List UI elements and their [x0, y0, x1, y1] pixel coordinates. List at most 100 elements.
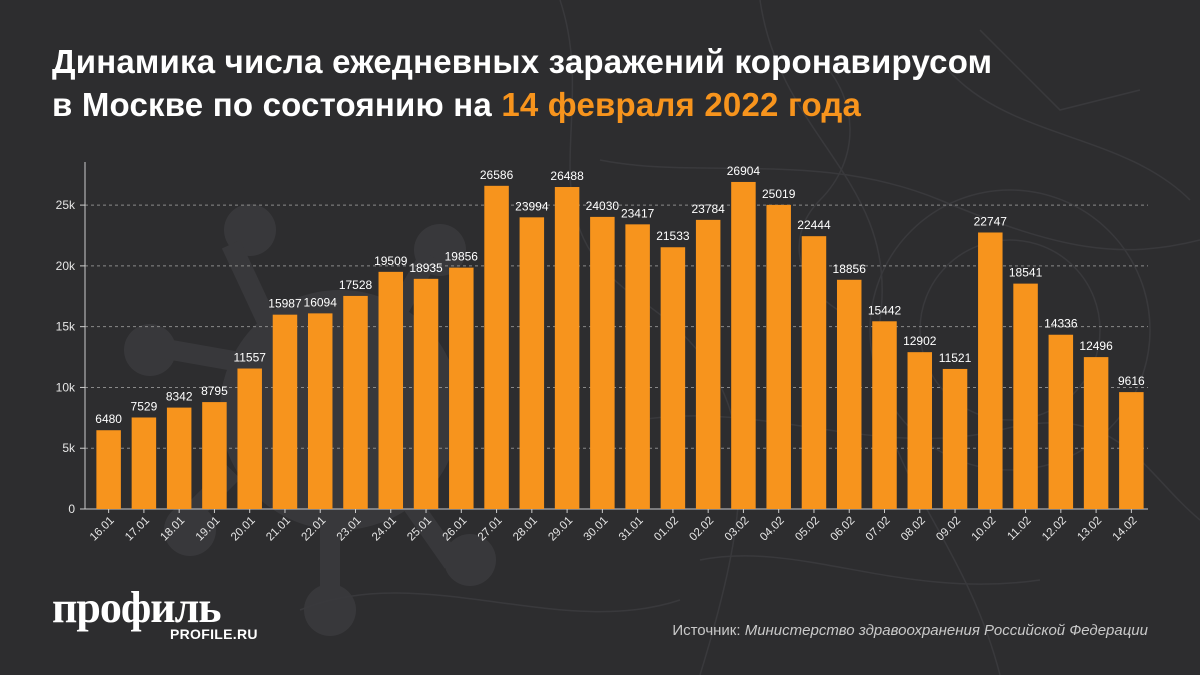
bar-value-label: 17528 — [339, 278, 373, 292]
bar — [1048, 334, 1074, 509]
bar — [96, 430, 121, 509]
bar — [872, 321, 897, 509]
bar — [836, 279, 862, 509]
bar — [625, 224, 650, 509]
y-tick-label: 10k — [56, 380, 76, 394]
bar-value-label: 12902 — [903, 334, 937, 348]
x-tick-label: 31.01 — [617, 515, 646, 544]
x-tick-label: 20.01 — [229, 515, 258, 544]
bar-value-label: 14336 — [1044, 317, 1078, 331]
y-tick-label: 20k — [56, 259, 76, 273]
bar-value-label: 8342 — [166, 390, 193, 404]
bar — [1013, 283, 1038, 509]
source-label: Источник: — [672, 622, 745, 639]
bar-value-label: 23784 — [691, 202, 725, 216]
title-line-1: Динамика числа ежедневных заражений коро… — [52, 43, 993, 80]
title-line-2-prefix: в Москве по состоянию на — [52, 86, 502, 123]
source-text: Министерство здравоохранения Российской … — [744, 622, 1148, 639]
bar-value-label: 18856 — [833, 262, 867, 276]
bar-value-label: 19856 — [445, 250, 479, 264]
bar — [484, 185, 509, 509]
x-tick-label: 27.01 — [476, 515, 505, 544]
bar-value-label: 9616 — [1118, 374, 1145, 388]
bar-value-label: 18935 — [409, 261, 443, 275]
x-tick-label: 14.02 — [1111, 515, 1140, 544]
bar-value-label: 25019 — [762, 187, 796, 201]
bar-value-label: 26904 — [727, 164, 761, 178]
bar — [131, 417, 157, 509]
x-tick-label: 02.02 — [687, 515, 716, 544]
title-date-accent: 14 февраля 2022 года — [501, 86, 862, 123]
bar-value-label: 19509 — [374, 254, 408, 268]
y-tick-label: 0 — [68, 502, 75, 516]
x-tick-label: 08.02 — [899, 515, 928, 544]
profile-logo[interactable]: профиль PROFILE.RU — [52, 583, 257, 643]
bar — [660, 247, 686, 509]
bar — [166, 407, 192, 509]
x-tick-label: 17.01 — [123, 515, 152, 544]
bar-value-label: 22444 — [797, 218, 831, 232]
y-tick-label: 25k — [56, 198, 76, 212]
x-tick-label: 07.02 — [864, 515, 893, 544]
x-tick-label: 11.02 — [1005, 515, 1033, 543]
bar-value-label: 15987 — [268, 297, 302, 311]
bar-value-label: 23417 — [621, 206, 655, 220]
bar-chart: 05k10k15k20k25k648016.01752917.01834218.… — [56, 162, 1148, 543]
bar-value-label: 22747 — [974, 214, 1008, 228]
bar — [801, 236, 827, 510]
x-tick-label: 04.02 — [758, 515, 787, 544]
bar — [590, 216, 615, 509]
bar — [449, 267, 474, 509]
bar — [237, 368, 262, 509]
bar — [307, 313, 333, 509]
bar-value-label: 11521 — [939, 351, 972, 365]
bar — [907, 352, 933, 509]
logo-word: профиль — [52, 583, 222, 632]
bar-value-label: 7529 — [131, 399, 158, 413]
bar-value-label: 15442 — [868, 303, 902, 317]
x-tick-label: 10.02 — [970, 515, 999, 544]
bar — [978, 232, 1003, 509]
bar-value-label: 23994 — [515, 199, 549, 213]
bar-value-label: 8795 — [201, 384, 228, 398]
bar-value-label: 11557 — [233, 351, 266, 365]
x-tick-label: 13.02 — [1075, 515, 1104, 544]
bar — [343, 295, 368, 509]
x-tick-label: 06.02 — [829, 515, 858, 544]
y-tick-label: 5k — [62, 441, 76, 455]
x-tick-label: 01.02 — [652, 515, 681, 544]
bar-value-label: 18541 — [1009, 266, 1043, 280]
x-tick-label: 30.01 — [582, 515, 611, 544]
x-tick-label: 28.01 — [511, 515, 540, 544]
bar-value-label: 6480 — [95, 412, 122, 426]
bar — [272, 314, 298, 509]
title-line-2: в Москве по состоянию на 14 февраля 2022… — [52, 83, 1172, 126]
bar — [766, 204, 791, 510]
bar — [519, 217, 545, 510]
x-tick-label: 05.02 — [793, 515, 822, 544]
bar-value-label: 26586 — [480, 168, 514, 182]
bar-value-label: 24030 — [586, 199, 620, 213]
bar-value-label: 21533 — [656, 229, 690, 243]
y-tick-label: 15k — [56, 320, 76, 334]
bar — [695, 219, 721, 509]
bar-value-label: 16094 — [304, 295, 338, 309]
bar — [202, 402, 227, 509]
bar — [378, 271, 404, 509]
bar — [1083, 357, 1109, 509]
source-note: Источник: Министерство здравоохранения Р… — [672, 622, 1148, 639]
bar-value-label: 26488 — [550, 169, 584, 183]
x-tick-label: 21.01 — [264, 515, 293, 544]
x-tick-label: 12.02 — [1040, 515, 1069, 544]
x-tick-label: 29.01 — [546, 515, 575, 544]
bar — [413, 278, 439, 509]
logo-site: PROFILE.RU — [170, 626, 258, 642]
bar — [1119, 392, 1144, 509]
bar-value-label: 12496 — [1079, 339, 1113, 353]
x-tick-label: 16.01 — [88, 515, 117, 544]
bar — [942, 368, 968, 509]
page-title: Динамика числа ежедневных заражений коро… — [52, 40, 1172, 126]
bar — [731, 181, 756, 510]
bar — [554, 187, 580, 509]
